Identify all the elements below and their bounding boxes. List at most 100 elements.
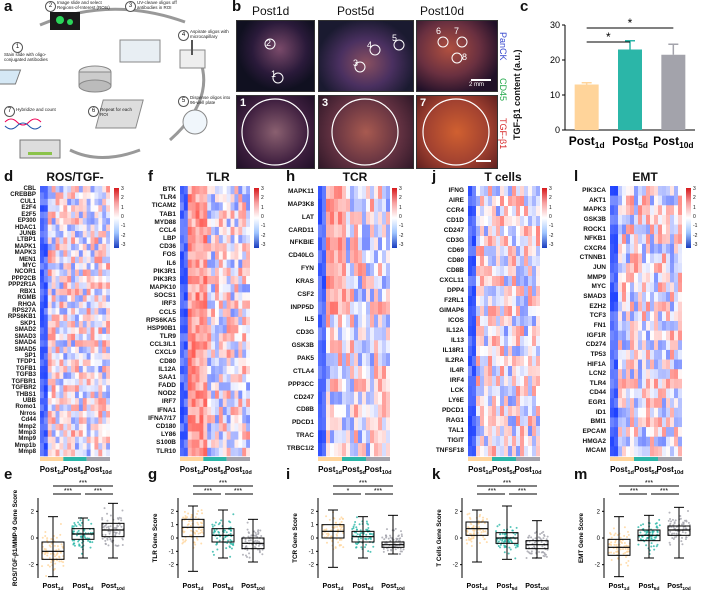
gene-label: TLR10: [156, 447, 176, 455]
heat-cell: [40, 385, 45, 393]
heat-cell: [646, 427, 651, 438]
heat-cell: [322, 237, 327, 251]
heat-cell: [614, 446, 619, 457]
heat-cell: [215, 243, 220, 252]
heat-cell: [386, 276, 390, 290]
heat-cell: [476, 266, 481, 277]
heat-cell: [102, 314, 107, 322]
heat-cell: [246, 423, 250, 432]
heat-cell: [488, 196, 493, 207]
heat-cell: [226, 390, 231, 400]
boxplot-point: [369, 550, 372, 553]
heat-cell: [496, 196, 501, 207]
boxplot-ytick-label: 1: [311, 523, 315, 529]
heat-cell: [468, 376, 473, 387]
heat-cell: [78, 359, 84, 367]
heat-cell: [630, 417, 635, 428]
heat-cell: [646, 195, 651, 206]
boxplot-point: [107, 527, 110, 530]
heat-cell: [98, 308, 103, 315]
heat-cell: [191, 300, 196, 310]
heat-cell: [678, 214, 682, 225]
heat-cell: [634, 417, 639, 428]
heat-cell: [207, 284, 212, 293]
heat-cell: [342, 378, 347, 393]
boxplot-point: [354, 520, 357, 523]
heat-cell: [626, 234, 631, 245]
gene-label: CCL4: [159, 226, 176, 234]
heat-cell: [362, 237, 367, 251]
boxplot-point: [340, 516, 343, 519]
heat-cell: [630, 388, 635, 399]
boxplot-point: [338, 518, 341, 521]
heat-cell: [86, 430, 91, 438]
heat-cell: [43, 295, 49, 303]
heat-cell: [230, 194, 235, 203]
heat-cell: [242, 406, 247, 416]
boxplot-point: [654, 522, 657, 525]
heat-cell: [180, 382, 185, 391]
heat-cell: [59, 198, 64, 206]
heat-cell: [51, 231, 56, 238]
heat-cell: [51, 333, 56, 341]
heat-cell: [191, 210, 196, 220]
heat-cell: [67, 449, 72, 457]
heat-cell: [382, 391, 387, 405]
boxplot-point: [366, 528, 369, 531]
heat-cell: [218, 308, 224, 318]
heat-cell: [55, 288, 60, 296]
heat-cell: [102, 378, 107, 386]
heat-cell: [488, 356, 493, 367]
heat-cell: [63, 417, 68, 425]
heat-cell: [230, 415, 235, 424]
heat-cell: [642, 340, 647, 351]
heat-cell: [382, 288, 387, 303]
heat-cell: [318, 391, 323, 405]
heat-cell: [67, 250, 72, 258]
gene-label: IL6: [166, 259, 176, 267]
heat-cell: [63, 250, 68, 258]
heat-cell: [222, 284, 227, 293]
heat-cell: [674, 234, 679, 245]
heat-cell: [622, 407, 627, 418]
heat-cell: [346, 211, 351, 225]
heat-cell: [51, 250, 56, 258]
heat-cell: [358, 237, 363, 251]
gene-label: TCF3: [589, 312, 606, 320]
heat-cell: [516, 336, 521, 347]
heat-cell: [222, 357, 227, 367]
heat-cell: [468, 436, 473, 447]
heat-cell: [230, 218, 235, 228]
heat-cell: [78, 391, 84, 399]
heat-cell: [650, 427, 655, 438]
heat-cell: [238, 194, 243, 203]
heat-cell: [191, 415, 196, 424]
heat-cell: [614, 301, 619, 312]
heat-cell: [350, 198, 355, 213]
heat-cell: [71, 224, 76, 232]
heat-cell: [234, 382, 239, 391]
heat-cell: [55, 243, 60, 251]
boxplot-point: [115, 531, 118, 534]
heat-cell: [67, 411, 72, 418]
heat-cell: [78, 346, 84, 354]
heat-cell: [207, 398, 212, 408]
heat-cell: [183, 333, 189, 342]
heat-cell: [90, 218, 95, 225]
heat-cell: [43, 256, 49, 264]
heat-cell: [40, 186, 45, 193]
boxplot-point: [638, 535, 641, 538]
heat-cell: [492, 356, 497, 367]
heat-cell: [504, 426, 509, 437]
heat-cell: [215, 235, 220, 244]
heat-cell: [500, 206, 505, 217]
gene-label: F2RL1: [444, 297, 464, 304]
heat-cell: [90, 353, 95, 360]
gene-label: CD80: [159, 357, 176, 365]
boxplot-point: [615, 543, 618, 546]
heat-cell: [207, 300, 212, 310]
heat-cell: [318, 237, 323, 251]
heat-cell: [658, 243, 663, 254]
heat-cell: [666, 301, 671, 312]
